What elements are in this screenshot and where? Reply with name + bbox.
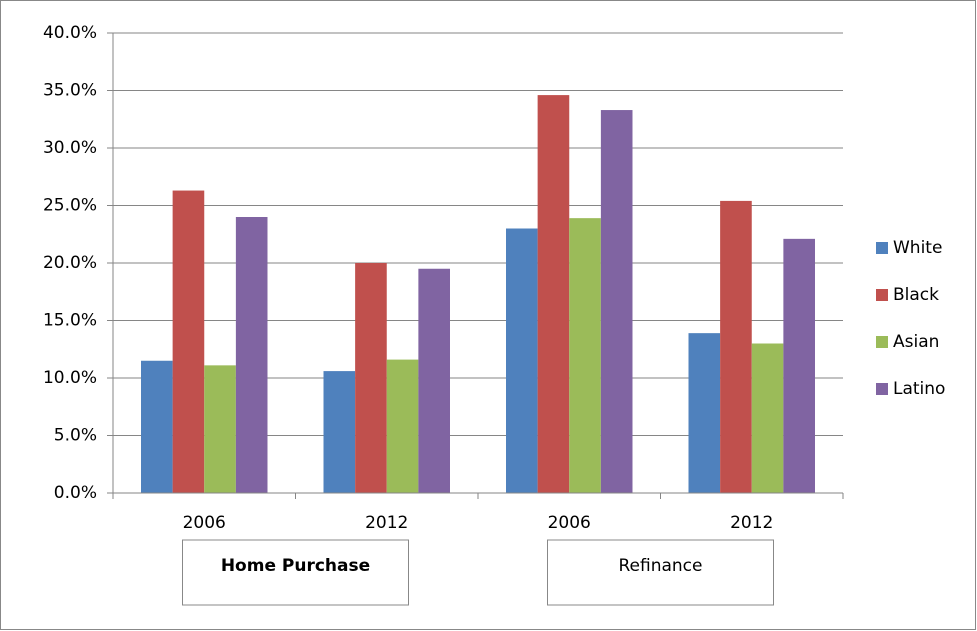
x-tick-label: 2006 bbox=[183, 513, 226, 533]
bar bbox=[600, 110, 633, 494]
y-tick-label: 25.0% bbox=[43, 196, 97, 216]
y-tick-label: 30.0% bbox=[43, 138, 97, 158]
x-tick-label: 2012 bbox=[730, 513, 773, 533]
y-tick-label: 10.0% bbox=[43, 368, 97, 388]
group-label: Home Purchase bbox=[221, 556, 370, 576]
legend-swatch bbox=[876, 336, 888, 348]
bar bbox=[688, 333, 721, 493]
y-tick-label: 35.0% bbox=[43, 81, 97, 101]
bar bbox=[506, 228, 538, 493]
bar bbox=[537, 95, 570, 493]
legend-label: Asian bbox=[893, 332, 939, 352]
bar bbox=[783, 238, 815, 493]
bar bbox=[204, 365, 236, 493]
bar bbox=[418, 268, 450, 493]
y-tick-label: 20.0% bbox=[43, 253, 97, 273]
group-label: Refinance bbox=[619, 556, 703, 576]
bar bbox=[720, 200, 752, 493]
x-tick-label: 2006 bbox=[548, 513, 591, 533]
y-tick-label: 5.0% bbox=[54, 426, 97, 446]
bar bbox=[569, 218, 601, 493]
y-tick-label: 15.0% bbox=[43, 311, 97, 331]
bar bbox=[386, 359, 419, 493]
y-tick-label: 40.0% bbox=[43, 23, 97, 43]
bar bbox=[323, 371, 356, 493]
y-tick-label: 0.0% bbox=[54, 483, 97, 503]
legend-swatch bbox=[876, 383, 888, 395]
bar bbox=[141, 360, 173, 493]
bar bbox=[355, 263, 387, 493]
group-box bbox=[182, 539, 409, 606]
bar bbox=[235, 217, 268, 493]
x-tick-label: 2012 bbox=[365, 513, 408, 533]
legend-label: White bbox=[893, 238, 942, 258]
bar bbox=[751, 343, 784, 493]
legend-label: Latino bbox=[893, 379, 945, 399]
legend-swatch bbox=[876, 242, 888, 254]
bar bbox=[172, 190, 205, 494]
legend-swatch bbox=[876, 289, 888, 301]
group-box bbox=[547, 539, 774, 606]
legend-label: Black bbox=[893, 285, 939, 305]
